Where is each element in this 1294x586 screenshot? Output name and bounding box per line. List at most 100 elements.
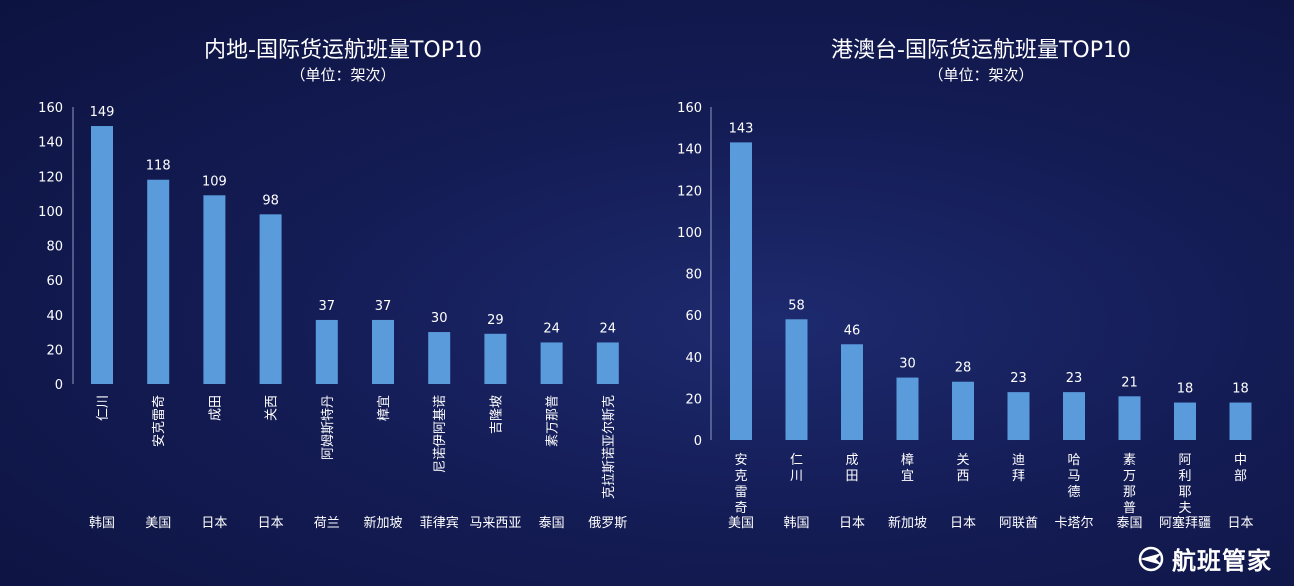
bar [596, 342, 619, 384]
country-label: 泰国 [1116, 516, 1142, 531]
x-tick-label: 安克雷奇 [151, 395, 167, 447]
bar [785, 319, 808, 440]
bar [841, 344, 863, 440]
data-label: 118 [146, 159, 171, 174]
x-tick-label: 哈马德 [1067, 453, 1080, 500]
country-label: 马来西亚 [469, 516, 521, 531]
y-tick-label: 40 [46, 309, 63, 324]
chart-title: 内地-国际货运航班量TOP10 [204, 38, 482, 63]
bar [952, 381, 974, 440]
y-tick-label: 0 [694, 434, 702, 449]
x-tick-label: 阿利耶夫 [1178, 453, 1191, 516]
country-label: 日本 [201, 516, 227, 531]
x-tick-label: 吉隆坡 [489, 395, 504, 434]
country-label: 日本 [258, 516, 284, 531]
data-label: 18 [1177, 382, 1194, 397]
country-label: 新加坡 [888, 515, 927, 531]
data-label: 149 [90, 105, 115, 120]
data-label: 23 [1010, 371, 1027, 386]
data-label: 37 [375, 299, 392, 314]
bar [428, 332, 451, 384]
country-label: 卡塔尔 [1054, 516, 1093, 531]
x-tick-label: 关西 [265, 395, 280, 421]
country-label: 美国 [728, 516, 754, 531]
x-tick-label: 中部 [1234, 453, 1247, 484]
data-label: 143 [729, 121, 754, 136]
y-tick-label: 120 [38, 170, 63, 185]
brand-name: 航班管家 [1172, 547, 1272, 575]
country-label: 韩国 [783, 516, 809, 531]
bar [484, 333, 507, 384]
bar [1007, 392, 1030, 440]
country-label: 日本 [1227, 516, 1253, 531]
bar [1174, 402, 1196, 440]
x-tick-label: 樟宜 [901, 453, 914, 484]
x-tick-label: 素万那普 [1123, 453, 1136, 516]
country-label: 韩国 [89, 516, 115, 531]
data-label: 21 [1121, 375, 1138, 390]
x-tick-label: 克拉斯诺亚尔斯克 [602, 395, 617, 499]
country-label: 日本 [839, 516, 865, 531]
x-tick-label: 阿姆斯特丹 [321, 395, 336, 460]
data-label: 29 [487, 313, 504, 328]
data-label: 24 [543, 321, 560, 336]
x-tick-label: 素万那普 [546, 395, 561, 447]
y-tick-label: 80 [46, 240, 63, 255]
data-label: 30 [899, 357, 916, 372]
y-tick-label: 100 [677, 226, 702, 241]
x-tick-label: 尼诺伊阿基诺 [433, 395, 448, 473]
y-tick-label: 0 [55, 378, 63, 393]
country-label: 泰国 [539, 516, 565, 531]
y-tick-label: 120 [677, 184, 702, 199]
country-label: 阿联酋 [999, 515, 1038, 531]
bar [147, 179, 170, 384]
country-label: 美国 [145, 516, 171, 531]
bar [1118, 396, 1141, 440]
data-label: 18 [1232, 382, 1249, 397]
y-tick-label: 60 [46, 274, 63, 289]
x-tick-label: 仁川 [790, 453, 803, 484]
country-label: 阿塞拜疆 [1159, 515, 1211, 531]
plane-globe-icon [1138, 546, 1164, 571]
bar [730, 142, 752, 440]
y-tick-label: 100 [38, 205, 63, 220]
data-label: 30 [431, 311, 448, 326]
data-label: 28 [955, 361, 972, 376]
y-tick-label: 20 [46, 343, 63, 358]
data-label: 109 [202, 174, 227, 189]
bar [540, 342, 563, 384]
bar [203, 195, 226, 384]
x-tick-label: 仁川 [96, 395, 111, 421]
x-tick-label: 成田 [845, 453, 858, 484]
x-tick-label: 安克雷奇 [734, 453, 747, 516]
y-tick-label: 20 [685, 392, 702, 407]
bar [1229, 402, 1252, 440]
bar [259, 214, 282, 384]
country-label: 荷兰 [314, 516, 340, 531]
bar [372, 319, 394, 384]
country-label: 菲律宾 [420, 515, 459, 531]
data-label: 46 [844, 323, 861, 338]
x-tick-label: 关西 [956, 453, 969, 484]
y-tick-label: 160 [677, 101, 702, 116]
data-label: 24 [600, 321, 617, 336]
chart-title: 港澳台-国际货运航班量TOP10 [831, 38, 1131, 63]
country-label: 俄罗斯 [588, 516, 627, 531]
bar [91, 126, 113, 384]
bar [315, 319, 338, 384]
country-label: 新加坡 [363, 515, 402, 531]
country-label: 日本 [950, 516, 976, 531]
y-tick-label: 140 [38, 136, 63, 151]
chart-1: 内地-国际货运航班量TOP10 （单位：架次） 0 20 40 60 80 100 120 140… [38, 38, 627, 531]
chart-subtitle: （单位：架次） [290, 66, 395, 84]
data-label: 58 [788, 298, 805, 313]
data-label: 98 [262, 193, 279, 208]
x-tick-label: 樟宜 [377, 395, 392, 421]
y-tick-label: 80 [685, 268, 702, 283]
y-tick-label: 160 [38, 101, 63, 116]
y-tick-label: 140 [677, 143, 702, 158]
brand-logo: 航班管家 [1136, 541, 1272, 576]
data-label: 23 [1066, 371, 1083, 386]
x-tick-label: 成田 [208, 395, 223, 421]
